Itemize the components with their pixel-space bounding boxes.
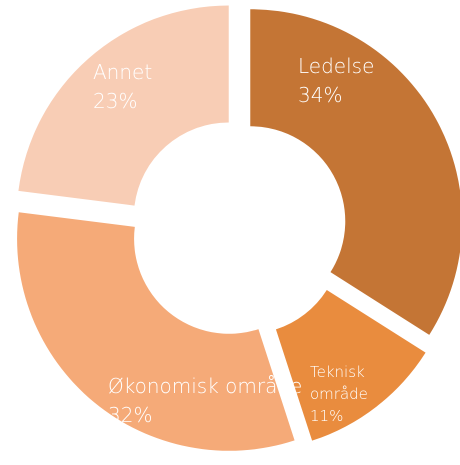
slice-label: Ledelse 34%: [298, 52, 390, 110]
slice: [18, 5, 229, 206]
value-label: 34%: [298, 83, 343, 107]
slice: [250, 9, 460, 335]
slice: [17, 212, 295, 451]
slice-label: Annet 23%: [93, 58, 173, 116]
category-label: Teknisk område: [310, 363, 368, 403]
category-label: Økonomisk område: [108, 374, 303, 398]
slice-label: Økonomisk område 32%: [108, 372, 302, 430]
value-label: 23%: [93, 89, 138, 113]
slice-label: Teknisk område 11%: [310, 362, 382, 427]
category-label: Annet: [93, 60, 153, 84]
value-label: 11%: [310, 406, 344, 425]
slice: [275, 289, 426, 441]
value-label: 32%: [108, 403, 153, 427]
category-label: Ledelse: [298, 54, 375, 78]
